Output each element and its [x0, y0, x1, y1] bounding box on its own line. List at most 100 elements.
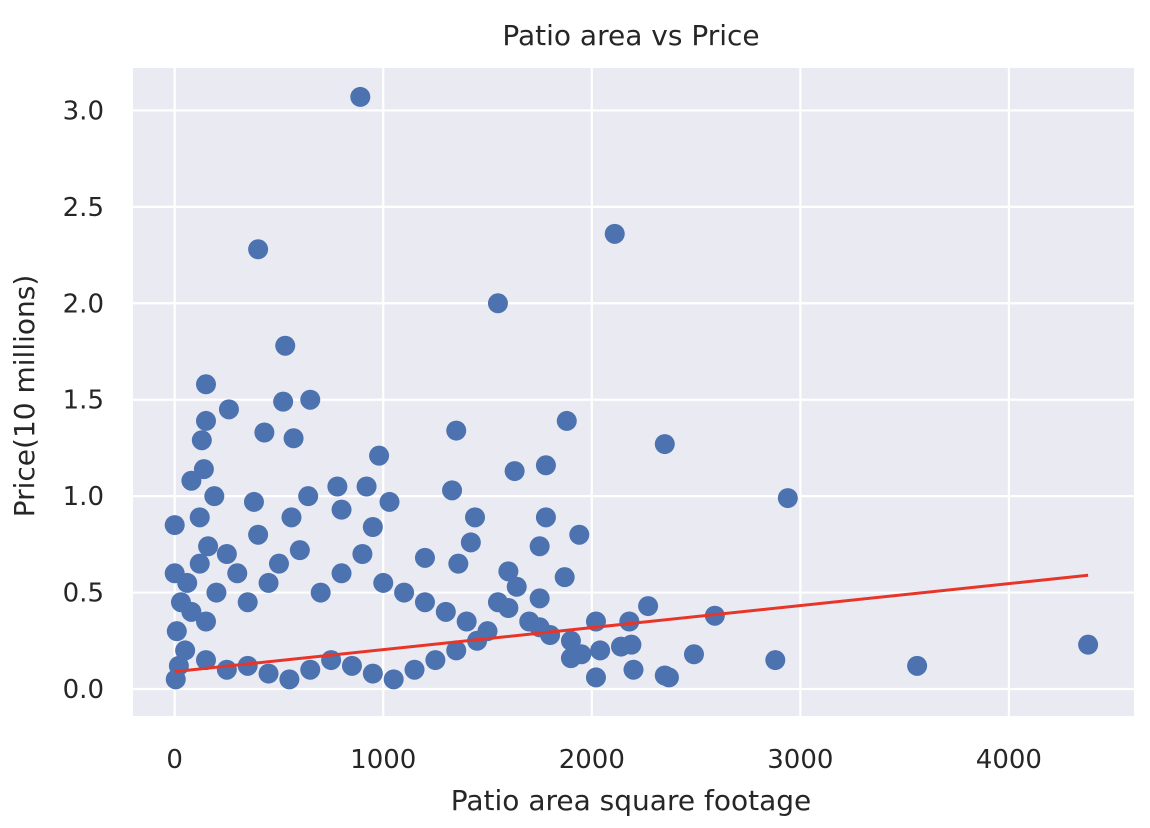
scatter-point: [254, 422, 275, 443]
scatter-point: [166, 621, 187, 642]
scatter-point: [442, 480, 463, 501]
scatter-point: [216, 544, 237, 564]
scatter-point: [164, 515, 185, 536]
scatter-point: [310, 582, 331, 603]
y-axis-label: Price(10 millions): [8, 275, 41, 518]
scatter-point: [300, 389, 321, 410]
scatter-point: [204, 486, 225, 507]
scatter-point: [404, 659, 425, 680]
scatter-point: [275, 335, 296, 356]
scatter-point: [373, 572, 394, 593]
scatter-point: [341, 655, 362, 676]
scatter-point: [658, 667, 679, 688]
scatter-point: [198, 536, 219, 557]
y-tick-label: 0.5: [63, 579, 104, 609]
scatter-point: [529, 536, 550, 557]
scatter-point: [273, 391, 294, 412]
scatter-point: [540, 625, 561, 645]
scatter-point: [283, 428, 304, 449]
scatter-point: [519, 611, 540, 632]
data-points: [164, 86, 1099, 690]
scatter-point: [638, 596, 659, 617]
scatter-point: [604, 223, 625, 244]
scatter-point: [529, 588, 550, 609]
scatter-point: [448, 553, 469, 574]
y-tick-label: 0.0: [63, 675, 104, 705]
scatter-point: [487, 293, 508, 314]
scatter-point: [175, 640, 196, 661]
scatter-point: [460, 532, 481, 553]
scatter-point: [1078, 634, 1099, 655]
scatter-point: [195, 650, 216, 671]
scatter-point: [350, 86, 371, 107]
scatter-point: [356, 476, 377, 497]
scatter-point: [289, 540, 310, 561]
scatter-point: [554, 567, 575, 588]
scatter-point: [777, 488, 798, 509]
scatter-point: [556, 410, 577, 431]
scatter-point: [465, 507, 486, 528]
scatter-point: [216, 659, 237, 680]
scatter-point: [189, 553, 210, 574]
scatter-point: [352, 544, 373, 564]
scatter-point: [435, 601, 456, 622]
chart-title: Patio area vs Price: [502, 19, 759, 52]
scatter-point: [560, 648, 581, 669]
scatter-point: [535, 455, 556, 476]
scatter-point: [654, 434, 675, 455]
scatter-point: [165, 669, 186, 690]
scatter-point: [560, 630, 581, 651]
scatter-point: [504, 461, 525, 482]
scatter-point: [414, 592, 435, 613]
scatter-point: [683, 644, 704, 665]
scatter-point: [379, 491, 400, 512]
scatter-point: [362, 663, 383, 684]
scatter-point: [195, 374, 216, 395]
scatter-point: [181, 601, 202, 622]
x-axis-label: Patio area square footage: [451, 784, 811, 817]
scatter-point: [218, 399, 239, 420]
scatter-point: [189, 507, 210, 528]
scatter-point: [298, 486, 319, 507]
scatter-point: [446, 420, 467, 441]
x-tick-label: 0: [166, 745, 183, 775]
y-tick-label: 2.5: [63, 193, 104, 223]
scatter-point: [362, 517, 383, 537]
scatter-point: [181, 470, 202, 491]
scatter-point: [619, 611, 640, 632]
regression-line: [174, 573, 1089, 674]
y-axis-ticks: 0.0 0.5 1.0 1.5 2.0 2.5 3.0: [63, 96, 104, 705]
plot-area: [133, 68, 1134, 716]
scatter-point: [535, 507, 556, 528]
scatter-point: [227, 563, 248, 584]
scatter-point: [279, 669, 300, 690]
scatter-point: [195, 410, 216, 431]
x-tick-label: 1000: [350, 745, 416, 775]
scatter-point: [258, 663, 279, 684]
scatter-point: [414, 547, 435, 568]
scatter-point: [248, 239, 269, 260]
y-tick-label: 3.0: [63, 96, 104, 126]
scatter-point: [487, 592, 508, 613]
scatter-point: [191, 430, 212, 451]
scatter-point: [243, 491, 264, 512]
scatter-point: [177, 572, 198, 593]
scatter-point: [237, 592, 258, 613]
scatter-point: [195, 611, 216, 632]
scatter-point: [327, 476, 348, 497]
scatter-point: [623, 659, 644, 680]
x-axis-ticks: 0 1000 2000 3000 4000: [166, 745, 1042, 775]
scatter-point: [456, 611, 477, 632]
x-tick-label: 2000: [559, 745, 625, 775]
x-tick-label: 3000: [767, 745, 833, 775]
scatter-point: [258, 572, 279, 593]
scatter-point: [425, 650, 446, 671]
scatter-point: [610, 636, 631, 657]
scatter-point: [506, 576, 527, 597]
scatter-point: [369, 445, 390, 466]
scatter-point: [765, 650, 786, 671]
scatter-point: [569, 524, 590, 545]
scatter-point: [383, 669, 404, 690]
scatter-point: [907, 655, 928, 676]
